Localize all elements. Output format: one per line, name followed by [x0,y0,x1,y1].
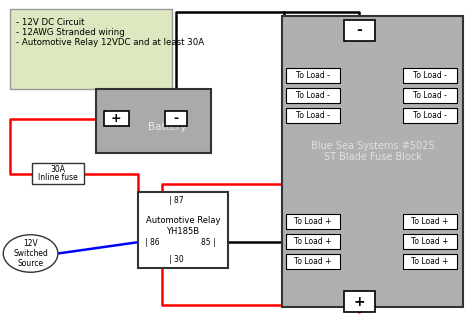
Text: To Load +: To Load + [411,257,449,266]
FancyBboxPatch shape [285,88,340,103]
FancyBboxPatch shape [285,108,340,123]
FancyBboxPatch shape [285,215,340,229]
FancyBboxPatch shape [282,16,463,307]
Text: - 12V DC Circuit
- 12AWG Stranded wiring
- Automotive Relay 12VDC and at least 3: - 12V DC Circuit - 12AWG Stranded wiring… [16,18,204,47]
Text: -: - [173,112,179,125]
FancyBboxPatch shape [403,215,457,229]
Text: -: - [356,23,362,37]
Text: | 87: | 87 [169,196,183,205]
Text: | 86: | 86 [145,238,160,247]
Text: 12V
Switched
Source: 12V Switched Source [13,239,48,268]
Text: To Load -: To Load - [296,91,329,100]
Text: To Load +: To Load + [294,237,331,246]
Text: To Load -: To Load - [296,71,329,80]
FancyBboxPatch shape [138,192,228,268]
FancyBboxPatch shape [96,89,211,153]
Text: +: + [111,112,122,125]
Circle shape [3,235,58,272]
FancyBboxPatch shape [403,255,457,269]
Text: To Load +: To Load + [411,217,449,226]
FancyBboxPatch shape [10,9,173,89]
FancyBboxPatch shape [344,20,374,41]
FancyBboxPatch shape [32,163,84,184]
Text: Blue Sea Systems #5025
ST Blade Fuse Block: Blue Sea Systems #5025 ST Blade Fuse Blo… [310,141,434,162]
Text: Inline fuse: Inline fuse [38,173,78,182]
Text: 85 |: 85 | [201,238,216,247]
FancyBboxPatch shape [104,111,128,126]
FancyBboxPatch shape [285,255,340,269]
FancyBboxPatch shape [285,234,340,249]
FancyBboxPatch shape [403,234,457,249]
Text: To Load -: To Load - [296,111,329,120]
Text: Battery: Battery [148,123,187,132]
FancyBboxPatch shape [403,88,457,103]
Text: To Load -: To Load - [413,71,447,80]
FancyBboxPatch shape [344,291,374,312]
FancyBboxPatch shape [285,68,340,83]
FancyBboxPatch shape [403,108,457,123]
Text: | 30: | 30 [169,256,183,264]
Text: 30A: 30A [50,165,65,174]
FancyBboxPatch shape [165,111,187,126]
Text: To Load +: To Load + [411,237,449,246]
Text: To Load +: To Load + [294,257,331,266]
Text: Automotive Relay
YH185B: Automotive Relay YH185B [146,216,220,236]
Text: To Load -: To Load - [413,91,447,100]
Text: +: + [354,295,365,309]
Text: To Load -: To Load - [413,111,447,120]
Text: To Load +: To Load + [294,217,331,226]
FancyBboxPatch shape [403,68,457,83]
